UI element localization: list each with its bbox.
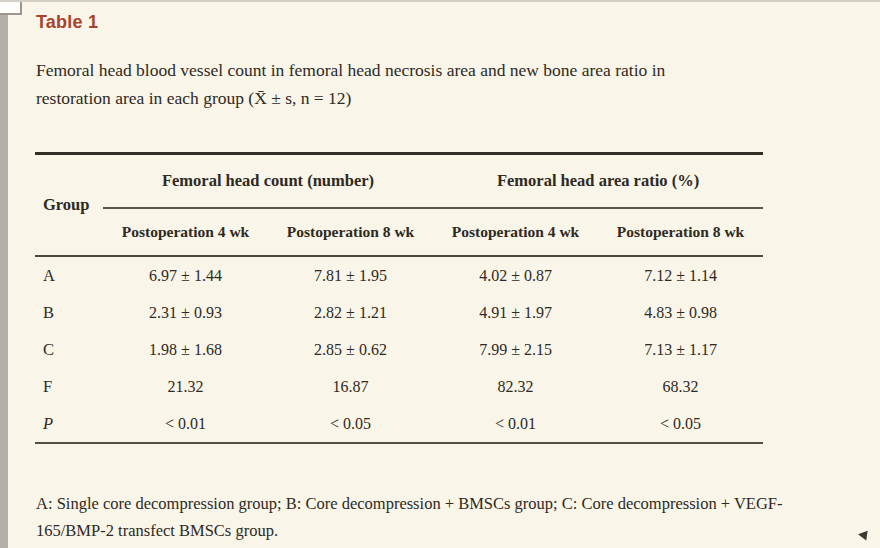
table-row-p: P < 0.01 < 0.05 < 0.01 < 0.05 <box>35 405 763 443</box>
caption-line-1: Femoral head blood vessel count in femor… <box>36 56 826 84</box>
data-cell: 2.31 ± 0.93 <box>103 294 268 331</box>
data-cell: 16.87 <box>268 368 433 405</box>
row-label: A <box>35 256 103 294</box>
table-row-b: B 2.31 ± 0.93 2.82 ± 1.21 4.91 ± 1.97 4.… <box>35 294 763 331</box>
row-label: C <box>35 331 103 368</box>
data-cell: 7.99 ± 2.15 <box>433 331 598 368</box>
footnote-line-2: 165/BMP-2 transfect BMSCs group. <box>36 521 278 540</box>
data-cell: 7.12 ± 1.14 <box>598 256 763 294</box>
data-cell: 7.81 ± 1.95 <box>268 256 433 294</box>
span-header-ratio: Femoral head area ratio (%) <box>433 154 763 209</box>
data-cell: 21.32 <box>103 368 268 405</box>
table-footnote: A: Single core decompression group; B: C… <box>36 490 854 544</box>
footnote-line-1: A: Single core decompression group; B: C… <box>36 494 783 513</box>
data-cell: 4.02 ± 0.87 <box>433 256 598 294</box>
paper-table-page: Table 1 Femoral head blood vessel count … <box>0 0 880 548</box>
subheader-count-4wk: Postoperation 4 wk <box>103 208 268 256</box>
caption-line-2: restoration area in each group (X̄ ± s, … <box>36 84 826 112</box>
data-cell: 4.83 ± 0.98 <box>598 294 763 331</box>
table-title: Table 1 <box>36 12 98 33</box>
data-cell: 68.32 <box>598 368 763 405</box>
row-label: B <box>35 294 103 331</box>
subheader-count-8wk: Postoperation 8 wk <box>268 208 433 256</box>
group-column-header: Group <box>35 154 103 257</box>
data-cell: 4.91 ± 1.97 <box>433 294 598 331</box>
table-row-c: C 1.98 ± 1.68 2.85 ± 0.62 7.99 ± 2.15 7.… <box>35 331 763 368</box>
data-cell: < 0.01 <box>103 405 268 443</box>
row-label: P <box>35 405 103 443</box>
data-cell: 2.82 ± 1.21 <box>268 294 433 331</box>
table-row-f: F 21.32 16.87 82.32 68.32 <box>35 368 763 405</box>
table-caption: Femoral head blood vessel count in femor… <box>36 56 826 112</box>
data-cell: 6.97 ± 1.44 <box>103 256 268 294</box>
subheader-ratio-8wk: Postoperation 8 wk <box>598 208 763 256</box>
left-border-strip <box>0 2 8 548</box>
data-cell: 7.13 ± 1.17 <box>598 331 763 368</box>
data-table: Group Femoral head count (number) Femora… <box>35 152 763 444</box>
data-cell: 2.85 ± 0.62 <box>268 331 433 368</box>
data-cell: 1.98 ± 1.68 <box>103 331 268 368</box>
row-label: F <box>35 368 103 405</box>
sub-header-row: Postoperation 4 wk Postoperation 8 wk Po… <box>35 208 763 256</box>
span-header-row: Group Femoral head count (number) Femora… <box>35 154 763 209</box>
data-cell: < 0.05 <box>268 405 433 443</box>
data-cell: < 0.05 <box>598 405 763 443</box>
subheader-ratio-4wk: Postoperation 4 wk <box>433 208 598 256</box>
table-row-a: A 6.97 ± 1.44 7.81 ± 1.95 4.02 ± 0.87 7.… <box>35 256 763 294</box>
data-cell: < 0.01 <box>433 405 598 443</box>
window-corner-fragment <box>0 2 22 15</box>
span-header-count: Femoral head count (number) <box>103 154 433 209</box>
cursor-arrow-mark <box>857 529 867 540</box>
data-cell: 82.32 <box>433 368 598 405</box>
